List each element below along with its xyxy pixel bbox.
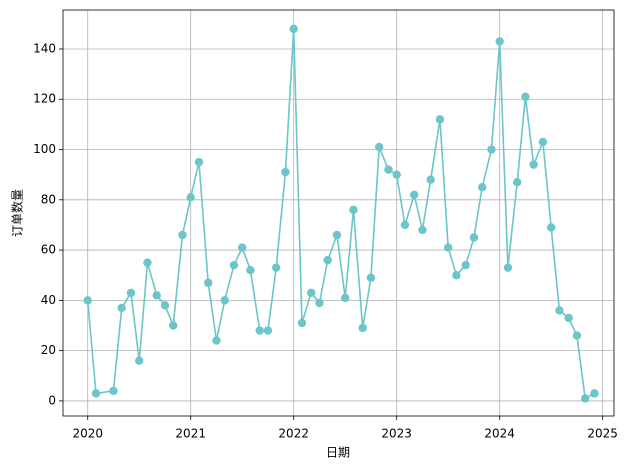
- data-point: [418, 225, 427, 235]
- data-line: [86, 28, 595, 400]
- data-point: [186, 193, 195, 202]
- data-point: [366, 273, 376, 282]
- data-point: [452, 271, 461, 280]
- x-tick-label: 2023: [381, 427, 412, 441]
- data-point: [160, 301, 170, 310]
- x-tick-label: 2022: [278, 427, 309, 441]
- data-point: [178, 230, 187, 240]
- data-point: [409, 190, 419, 199]
- data-point: [91, 389, 101, 398]
- y-tick-label: 60: [41, 243, 56, 257]
- x-tick-label: 2025: [587, 427, 618, 441]
- data-point: [358, 323, 367, 333]
- data-point: [135, 356, 144, 365]
- data-point: [521, 92, 530, 101]
- data-point: [572, 331, 582, 340]
- y-tick-label: 20: [41, 343, 56, 357]
- data-point: [503, 263, 513, 272]
- data-point: [152, 291, 161, 300]
- data-point: [384, 165, 393, 174]
- x-axis-label: 日期: [326, 446, 350, 460]
- data-point: [204, 278, 213, 287]
- data-point: [255, 326, 264, 335]
- data-point: [323, 255, 332, 265]
- y-tick-label: 120: [33, 92, 56, 106]
- data-point: [109, 386, 118, 396]
- x-tick-label: 2020: [72, 427, 103, 441]
- y-tick-label: 0: [48, 393, 56, 407]
- data-point: [332, 230, 342, 240]
- y-tick-label: 80: [41, 192, 56, 206]
- data-point: [315, 298, 324, 308]
- plot-frame: [62, 9, 615, 417]
- data-point: [564, 313, 573, 323]
- data-point: [374, 142, 384, 152]
- x-tick-label: 2021: [175, 427, 206, 441]
- data-point: [469, 233, 479, 242]
- data-point: [392, 170, 401, 179]
- data-point: [143, 258, 152, 267]
- data-point: [281, 167, 290, 177]
- data-point: [126, 288, 136, 298]
- data-point: [271, 263, 281, 272]
- y-tick-label: 40: [41, 293, 56, 307]
- data-point: [426, 175, 435, 184]
- data-point: [400, 220, 410, 230]
- data-point: [487, 145, 496, 154]
- data-point: [477, 183, 487, 192]
- data-point: [117, 303, 126, 313]
- data-point: [555, 306, 564, 315]
- y-tick-label: 140: [33, 41, 56, 55]
- data-point: [435, 115, 445, 124]
- data-point: [307, 288, 316, 298]
- data-point: [580, 394, 590, 403]
- data-point: [461, 260, 470, 270]
- data-point: [546, 223, 556, 232]
- data-point: [238, 243, 247, 252]
- data-point: [212, 336, 221, 345]
- data-point: [169, 321, 178, 330]
- x-tick-label: 2024: [484, 427, 515, 441]
- data-point: [220, 296, 229, 305]
- y-axis-label: 订单数量: [10, 189, 25, 237]
- data-point: [263, 326, 273, 335]
- data-point: [590, 389, 599, 398]
- data-point: [289, 24, 298, 34]
- data-point: [246, 265, 255, 275]
- data-point: [194, 157, 204, 167]
- data-point: [512, 178, 522, 187]
- data-point: [443, 243, 453, 252]
- data-point: [229, 260, 239, 270]
- data-point: [529, 160, 538, 169]
- data-point: [538, 137, 548, 147]
- data-point: [83, 296, 92, 305]
- data-point: [340, 293, 350, 303]
- data-point: [349, 205, 358, 215]
- y-tick-label: 100: [33, 142, 56, 156]
- data-point: [297, 318, 307, 328]
- data-point: [495, 37, 504, 46]
